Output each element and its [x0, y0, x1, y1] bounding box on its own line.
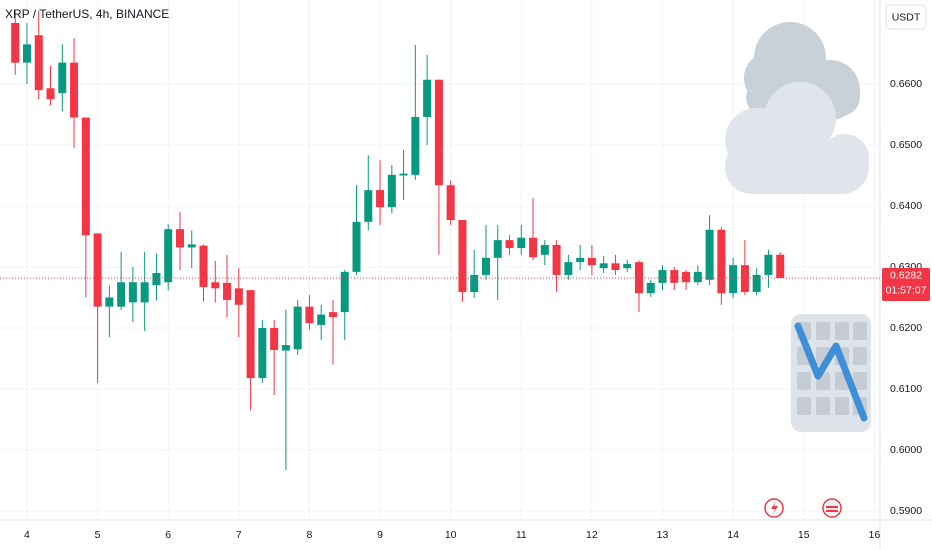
candle-body: [481, 257, 490, 275]
candle-body: [493, 240, 502, 258]
candle-body: [281, 345, 290, 351]
x-tick-label: 15: [798, 529, 810, 541]
x-tick-label: 16: [869, 529, 881, 541]
y-tick-label: 0.6200: [890, 322, 922, 334]
candle-body: [175, 229, 184, 248]
cloud-icon: [725, 22, 869, 194]
chart-title: XRP / TetherUS, 4h, BINANCE: [5, 7, 169, 21]
candle-body: [587, 257, 596, 266]
candle-body: [376, 190, 385, 208]
candle-body: [540, 245, 549, 255]
candle-body: [246, 290, 255, 378]
y-tick-label: 0.6100: [890, 383, 922, 395]
candle-body: [387, 174, 396, 208]
last-price-box: [882, 267, 930, 301]
candle-body: [517, 237, 526, 249]
candle-body: [434, 79, 443, 186]
event-icon[interactable]: [822, 498, 842, 518]
x-tick-label: 5: [95, 529, 101, 541]
y-tick-label: 0.5900: [890, 505, 922, 517]
candle-body: [705, 229, 714, 280]
candle-body: [599, 263, 608, 269]
x-tick-label: 7: [236, 529, 242, 541]
chart-icon: [791, 314, 871, 432]
event-icon[interactable]: [764, 498, 784, 518]
candle-body: [340, 271, 349, 313]
candle-body: [81, 117, 90, 236]
candle-body: [411, 116, 420, 175]
x-tick-label: 8: [307, 529, 313, 541]
x-tick-label: 6: [165, 529, 171, 541]
candle-body: [128, 282, 137, 303]
x-tick-label: 14: [727, 529, 739, 541]
candle-body: [223, 282, 232, 300]
candle-body: [293, 306, 302, 350]
candle-body: [764, 254, 773, 275]
candle-body: [564, 262, 573, 275]
candle-body: [552, 245, 561, 275]
candle-body: [305, 306, 314, 324]
candle-body: [105, 297, 114, 307]
candle-body: [529, 237, 538, 258]
candle-body: [670, 270, 679, 283]
candle-body: [164, 229, 173, 283]
candle-body: [187, 244, 196, 248]
candle-body: [211, 282, 220, 289]
candle-body: [364, 190, 373, 222]
candle-body: [270, 327, 279, 350]
x-tick-label: 9: [377, 529, 383, 541]
candle-body: [117, 282, 126, 307]
candle-body: [693, 271, 702, 283]
candle-body: [470, 274, 479, 292]
candle-body: [140, 282, 149, 303]
candle-body: [11, 22, 20, 63]
candle-body: [93, 233, 102, 307]
candle-body: [234, 288, 243, 305]
candle-body: [634, 262, 643, 294]
candle-body: [729, 265, 738, 294]
candle-body: [328, 312, 337, 318]
candle-body: [505, 240, 514, 249]
candle-body: [658, 270, 667, 283]
candle-body: [458, 220, 467, 292]
candle-body: [58, 62, 67, 94]
candle-body: [423, 79, 432, 117]
candle-body: [646, 282, 655, 294]
candle-body: [623, 263, 632, 269]
candle-body: [682, 271, 691, 283]
x-tick-label: 4: [24, 529, 30, 541]
candle-body: [576, 257, 585, 263]
candle-body: [740, 265, 749, 292]
candle-body: [352, 221, 361, 272]
last-price-label: 0.6282: [890, 270, 922, 282]
countdown-label: 01:57:07: [886, 285, 927, 297]
candle-body: [776, 254, 785, 278]
candle-body: [446, 185, 455, 221]
currency-button[interactable]: [885, 4, 927, 30]
y-tick-label: 0.6400: [890, 200, 922, 212]
candle-body: [611, 263, 620, 271]
x-tick-label: 10: [445, 529, 457, 541]
candle-body: [317, 314, 326, 325]
candle-body: [22, 44, 31, 63]
y-tick-label: 0.6500: [890, 139, 922, 151]
candle-body: [199, 245, 208, 288]
candle-body: [70, 62, 79, 118]
x-tick-label: 11: [516, 529, 527, 541]
x-tick-label: 12: [586, 529, 598, 541]
candle-body: [46, 88, 55, 100]
candle-body: [717, 229, 726, 294]
y-tick-label: 0.6000: [890, 444, 922, 456]
candle-body: [34, 35, 43, 91]
y-tick-label: 0.6600: [890, 78, 922, 90]
candle-body: [399, 173, 408, 176]
currency-label: USDT: [892, 11, 921, 23]
candle-body: [152, 273, 161, 286]
candle-body: [752, 274, 761, 292]
candle-body: [258, 327, 267, 378]
x-tick-label: 13: [657, 529, 669, 541]
